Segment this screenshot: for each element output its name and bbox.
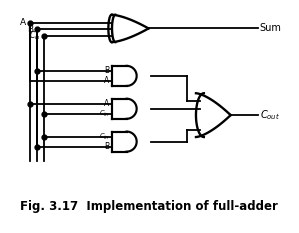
Text: $C_{out}$: $C_{out}$: [260, 108, 280, 122]
Text: B: B: [104, 142, 109, 151]
Text: B: B: [104, 66, 109, 75]
Text: A: A: [104, 99, 109, 108]
Text: Fig. 3.17  Implementation of full-adder: Fig. 3.17 Implementation of full-adder: [21, 200, 278, 213]
Text: A: A: [104, 76, 109, 86]
Text: B: B: [28, 25, 33, 34]
Text: $C_{in}$: $C_{in}$: [29, 30, 41, 42]
Text: Sum: Sum: [260, 24, 282, 34]
Text: $C_{in}$: $C_{in}$: [99, 109, 109, 119]
Text: A: A: [20, 18, 26, 27]
Text: $C_{in}$: $C_{in}$: [99, 131, 109, 142]
